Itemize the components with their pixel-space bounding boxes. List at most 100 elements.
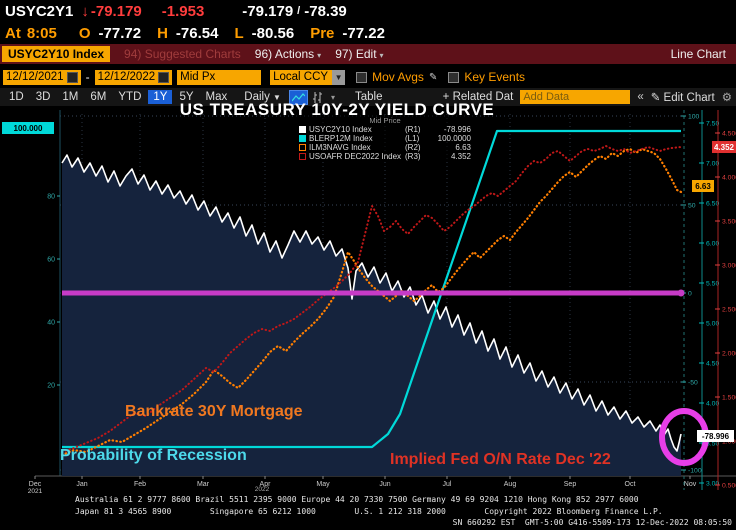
period-button-5y[interactable]: 5Y [179, 91, 194, 103]
legend-item[interactable]: USYC2Y10 Index (R1) -78.996 [299, 125, 471, 134]
terminal-footer: Australia 61 2 9777 8600 Brazil 5511 239… [0, 494, 736, 529]
quote-bar: USYC2Y1 ↓ -79.179 -1.953 -79.179 / -78.3… [0, 0, 736, 22]
x-axis-month-label: Aug [504, 481, 517, 488]
down-arrow-icon: ↓ [81, 2, 89, 20]
legend-ticker: USYC2Y10 Index [309, 125, 372, 134]
last-value-tag [692, 180, 714, 192]
edit-menu[interactable]: 97) Edit ▾ [335, 47, 384, 61]
legend-axis: (R3) [405, 152, 421, 161]
legend-item[interactable]: USOAFR DEC2022 Index (R3) 4.352 [299, 152, 471, 161]
last-value-tag-text: 6.63 [695, 182, 711, 191]
legend-item[interactable]: ILM3NAVG Index (R2) 6.63 [299, 143, 471, 152]
right-axis-label-r1: -100 [688, 468, 702, 475]
table-button[interactable]: Table [354, 91, 383, 103]
right-axis-label-r3: 3.500 [722, 219, 736, 226]
period-button-1d[interactable]: 1D [9, 91, 24, 103]
right-axis-label-r3: 4.000 [722, 175, 736, 182]
period-button-6m[interactable]: 6M [90, 91, 107, 103]
legend-item[interactable]: BLERP12M Index (L1) 100.0000 [299, 134, 471, 143]
key-events-checkbox[interactable] [448, 71, 460, 83]
legend-swatch-icon [299, 126, 306, 133]
legend-axis: (L1) [405, 134, 420, 143]
mov-avgs-checkbox[interactable] [356, 71, 368, 83]
footer-line: Australia 61 2 9777 8600 Brazil 5511 239… [75, 495, 639, 504]
legend-value: 4.352 [450, 152, 471, 161]
x-axis-month-label: Feb [134, 481, 146, 488]
open-value: -77.72 [98, 24, 142, 42]
chart-toolbar: 1D 3D 1M 6M YTD 1Y 5Y Max Daily ▼ ▾ Table + Rel… [0, 88, 736, 106]
chart-annotation: Probability of Recession [60, 447, 247, 464]
legend-swatch-icon [299, 153, 306, 160]
currency-select[interactable]: Local CCY ▼ [270, 69, 346, 85]
actions-menu[interactable]: 96) Actions ▾ [254, 47, 322, 61]
edit-chart-button[interactable]: ✎ Edit Chart [650, 92, 715, 104]
last-value-tag-text: -78.996 [702, 432, 730, 441]
series-line-BLERP12M [62, 129, 681, 449]
mov-avgs-label: Mov Avgs [372, 70, 424, 84]
chart-controls-bar: 12/12/2021 - 12/12/2022 Mid Px Local CCY… [0, 66, 736, 88]
calendar-icon[interactable] [158, 71, 170, 83]
high-label: H [157, 24, 168, 42]
x-axis-month-label: Mar [197, 481, 210, 488]
chart-annotation: Implied Fed O/N Rate Dec '22 [390, 451, 611, 468]
pencil-icon[interactable]: ✎ [428, 71, 438, 83]
left-axis-label: 80 [47, 194, 55, 201]
date-to-input[interactable]: 12/12/2022 [94, 69, 173, 85]
right-axis-label-r3: 4.500 [722, 131, 736, 138]
footer-line: Japan 81 3 4565 8900 Singapore 65 6212 1… [75, 506, 663, 516]
add-data-input[interactable]: Add Data [520, 90, 631, 104]
right-axis-label-r3: 2.000 [722, 351, 736, 358]
legend-swatch-icon [299, 144, 306, 151]
date-from-input[interactable]: 12/12/2021 [3, 69, 81, 85]
period-button-1y[interactable]: 1Y [148, 90, 173, 104]
last-value-tag-text: 100.000 [14, 124, 43, 133]
series-line-USYC2Y10 [61, 154, 682, 452]
period-button-max[interactable]: Max [205, 91, 228, 103]
period-button-3d[interactable]: 3D [35, 91, 51, 103]
reference-line-axis-marker [677, 289, 685, 297]
x-axis-year-label: 2022 [255, 486, 270, 493]
right-axis-label-r2: 4.00 [706, 401, 719, 408]
frequency-select[interactable]: Daily ▼ [244, 91, 281, 103]
period-button-ytd[interactable]: YTD [118, 91, 142, 103]
security-chip[interactable]: USYC2Y10 Index [2, 46, 111, 62]
line-chart-icon[interactable] [288, 89, 308, 105]
x-axis-month-label: Jan [76, 481, 87, 488]
ohlc-chart-icon[interactable] [310, 91, 325, 104]
suggested-charts-menu[interactable]: 94) Suggested Charts [124, 47, 241, 61]
chevron-down-icon[interactable]: ▼ [332, 69, 346, 85]
x-axis-year-label: 2021 [28, 488, 43, 495]
left-axis-label: 40 [47, 320, 55, 327]
low-value: -80.56 [251, 24, 295, 42]
chart-type-label[interactable]: Line Chart [670, 47, 726, 61]
open-label: O [78, 24, 91, 42]
collapse-icon[interactable]: « [637, 91, 644, 103]
right-axis-label-r3: 1.500 [722, 395, 736, 402]
related-data-button[interactable]: + Related Dat [442, 91, 514, 103]
bid-price: -79.179 [242, 2, 294, 20]
key-events-label: Key Events [464, 70, 526, 84]
chart-legend: Mid Price USYC2Y10 Index (R1) -78.996 BLERP… [296, 115, 474, 162]
gear-icon[interactable]: ⚙ [721, 92, 732, 104]
at-label: At [5, 24, 21, 42]
right-axis-label-r2: 3.00 [706, 481, 719, 488]
ohlc-bar: At 8:05 O -77.72 H -76.54 L -80.56 Pre -… [0, 22, 736, 44]
left-axis-label: 60 [47, 257, 55, 264]
at-time: 8:05 [26, 24, 57, 42]
calendar-icon[interactable] [66, 71, 78, 83]
price-type-select[interactable]: Mid Px [177, 69, 262, 85]
high-value: -76.54 [175, 24, 219, 42]
chart-type-caret[interactable]: ▾ [330, 92, 335, 102]
period-button-1m[interactable]: 1M [62, 91, 79, 103]
right-axis-label-r1: -50 [688, 380, 698, 387]
right-axis-label-r2: 6.00 [706, 241, 719, 248]
right-axis-label-r3: 2.500 [722, 307, 736, 314]
right-axis-label-r1: 50 [688, 203, 696, 210]
pre-label: Pre [310, 24, 335, 42]
last-value-tag-text: 4.352 [714, 143, 735, 152]
last-value-tag [712, 141, 736, 153]
last-value-tag [697, 430, 734, 442]
series-line-ILM3NAVG [60, 147, 683, 457]
